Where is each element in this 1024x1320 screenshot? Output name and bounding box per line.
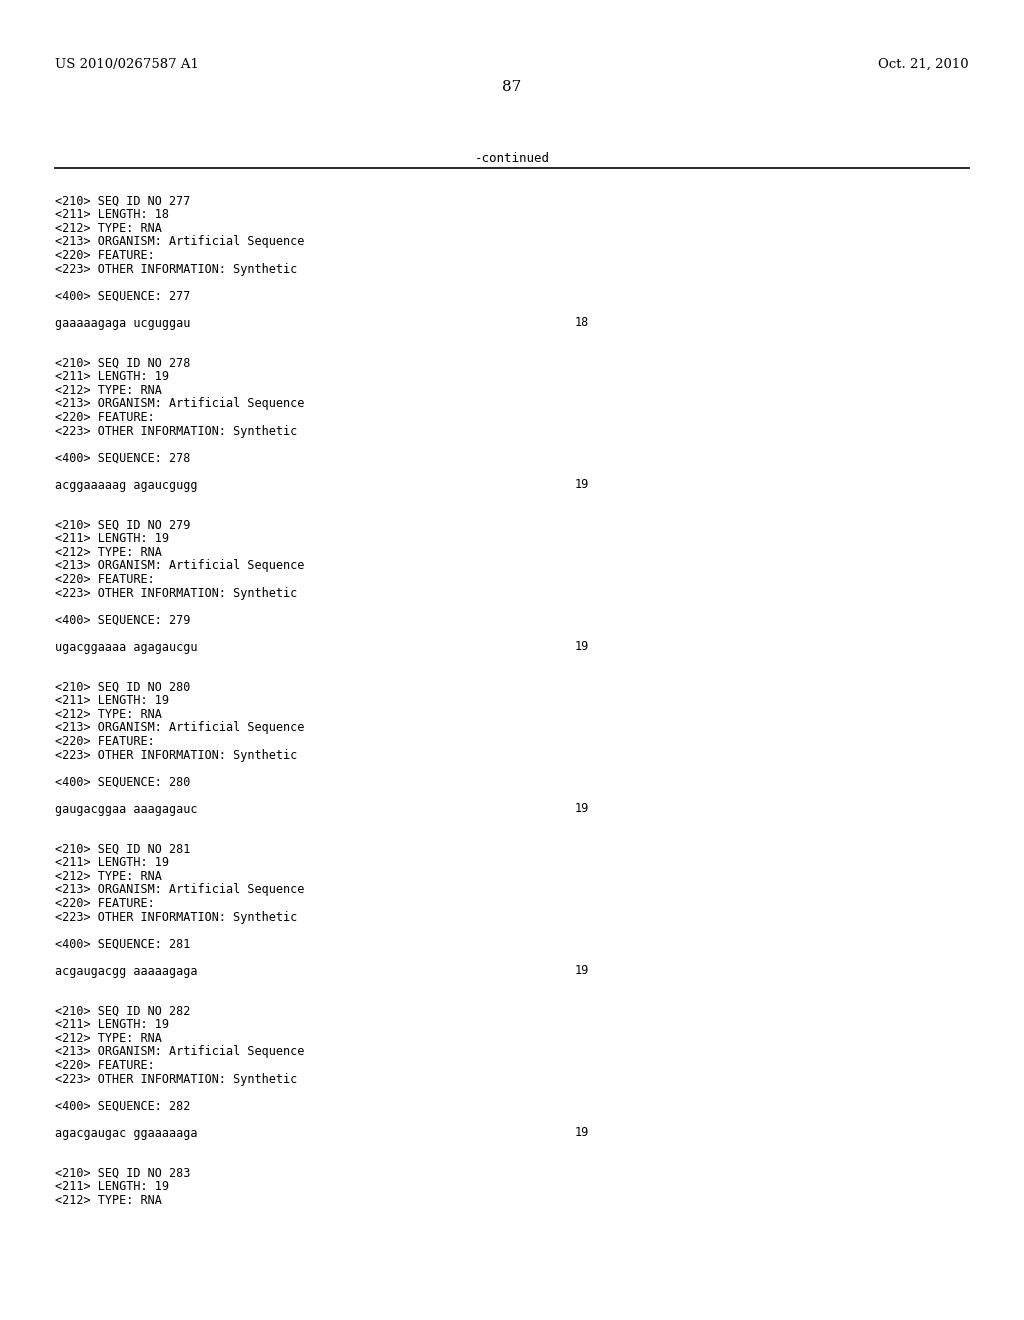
Text: <210> SEQ ID NO 277: <210> SEQ ID NO 277	[55, 195, 190, 209]
Text: <210> SEQ ID NO 279: <210> SEQ ID NO 279	[55, 519, 190, 532]
Text: US 2010/0267587 A1: US 2010/0267587 A1	[55, 58, 199, 71]
Text: <211> LENGTH: 19: <211> LENGTH: 19	[55, 694, 169, 708]
Text: acgaugacgg aaaaagaga: acgaugacgg aaaaagaga	[55, 965, 198, 978]
Text: <213> ORGANISM: Artificial Sequence: <213> ORGANISM: Artificial Sequence	[55, 397, 304, 411]
Text: ugacggaaaa agagaucgu: ugacggaaaa agagaucgu	[55, 640, 198, 653]
Text: 18: 18	[575, 317, 589, 330]
Text: 19: 19	[575, 479, 589, 491]
Text: <220> FEATURE:: <220> FEATURE:	[55, 249, 155, 261]
Text: <400> SEQUENCE: 282: <400> SEQUENCE: 282	[55, 1100, 190, 1113]
Text: <223> OTHER INFORMATION: Synthetic: <223> OTHER INFORMATION: Synthetic	[55, 263, 297, 276]
Text: <213> ORGANISM: Artificial Sequence: <213> ORGANISM: Artificial Sequence	[55, 235, 304, 248]
Text: acggaaaaag agaucgugg: acggaaaaag agaucgugg	[55, 479, 198, 491]
Text: <400> SEQUENCE: 281: <400> SEQUENCE: 281	[55, 937, 190, 950]
Text: <210> SEQ ID NO 278: <210> SEQ ID NO 278	[55, 356, 190, 370]
Text: <220> FEATURE:: <220> FEATURE:	[55, 735, 155, 748]
Text: <400> SEQUENCE: 280: <400> SEQUENCE: 280	[55, 776, 190, 788]
Text: 19: 19	[575, 1126, 589, 1139]
Text: <212> TYPE: RNA: <212> TYPE: RNA	[55, 870, 162, 883]
Text: <210> SEQ ID NO 282: <210> SEQ ID NO 282	[55, 1005, 190, 1018]
Text: <211> LENGTH: 19: <211> LENGTH: 19	[55, 371, 169, 384]
Text: <211> LENGTH: 19: <211> LENGTH: 19	[55, 857, 169, 870]
Text: <210> SEQ ID NO 283: <210> SEQ ID NO 283	[55, 1167, 190, 1180]
Text: 19: 19	[575, 965, 589, 978]
Text: <211> LENGTH: 19: <211> LENGTH: 19	[55, 1019, 169, 1031]
Text: <220> FEATURE:: <220> FEATURE:	[55, 898, 155, 909]
Text: -continued: -continued	[474, 152, 550, 165]
Text: <210> SEQ ID NO 281: <210> SEQ ID NO 281	[55, 843, 190, 855]
Text: <212> TYPE: RNA: <212> TYPE: RNA	[55, 1032, 162, 1045]
Text: gaaaaagaga ucguggau: gaaaaagaga ucguggau	[55, 317, 190, 330]
Text: 19: 19	[575, 640, 589, 653]
Text: <212> TYPE: RNA: <212> TYPE: RNA	[55, 1195, 162, 1206]
Text: <211> LENGTH: 19: <211> LENGTH: 19	[55, 1180, 169, 1193]
Text: <212> TYPE: RNA: <212> TYPE: RNA	[55, 546, 162, 558]
Text: <223> OTHER INFORMATION: Synthetic: <223> OTHER INFORMATION: Synthetic	[55, 425, 297, 437]
Text: <223> OTHER INFORMATION: Synthetic: <223> OTHER INFORMATION: Synthetic	[55, 586, 297, 599]
Text: <220> FEATURE:: <220> FEATURE:	[55, 411, 155, 424]
Text: <400> SEQUENCE: 277: <400> SEQUENCE: 277	[55, 289, 190, 302]
Text: <211> LENGTH: 19: <211> LENGTH: 19	[55, 532, 169, 545]
Text: <213> ORGANISM: Artificial Sequence: <213> ORGANISM: Artificial Sequence	[55, 722, 304, 734]
Text: <400> SEQUENCE: 279: <400> SEQUENCE: 279	[55, 614, 190, 627]
Text: agacgaugac ggaaaaaga: agacgaugac ggaaaaaga	[55, 1126, 198, 1139]
Text: <223> OTHER INFORMATION: Synthetic: <223> OTHER INFORMATION: Synthetic	[55, 911, 297, 924]
Text: Oct. 21, 2010: Oct. 21, 2010	[879, 58, 969, 71]
Text: 87: 87	[503, 81, 521, 94]
Text: <211> LENGTH: 18: <211> LENGTH: 18	[55, 209, 169, 222]
Text: <400> SEQUENCE: 278: <400> SEQUENCE: 278	[55, 451, 190, 465]
Text: <220> FEATURE:: <220> FEATURE:	[55, 1059, 155, 1072]
Text: <220> FEATURE:: <220> FEATURE:	[55, 573, 155, 586]
Text: <223> OTHER INFORMATION: Synthetic: <223> OTHER INFORMATION: Synthetic	[55, 748, 297, 762]
Text: <213> ORGANISM: Artificial Sequence: <213> ORGANISM: Artificial Sequence	[55, 1045, 304, 1059]
Text: <212> TYPE: RNA: <212> TYPE: RNA	[55, 708, 162, 721]
Text: 19: 19	[575, 803, 589, 816]
Text: <213> ORGANISM: Artificial Sequence: <213> ORGANISM: Artificial Sequence	[55, 883, 304, 896]
Text: <212> TYPE: RNA: <212> TYPE: RNA	[55, 384, 162, 397]
Text: <210> SEQ ID NO 280: <210> SEQ ID NO 280	[55, 681, 190, 694]
Text: <212> TYPE: RNA: <212> TYPE: RNA	[55, 222, 162, 235]
Text: gaugacggaa aaagagauc: gaugacggaa aaagagauc	[55, 803, 198, 816]
Text: <213> ORGANISM: Artificial Sequence: <213> ORGANISM: Artificial Sequence	[55, 560, 304, 573]
Text: <223> OTHER INFORMATION: Synthetic: <223> OTHER INFORMATION: Synthetic	[55, 1072, 297, 1085]
